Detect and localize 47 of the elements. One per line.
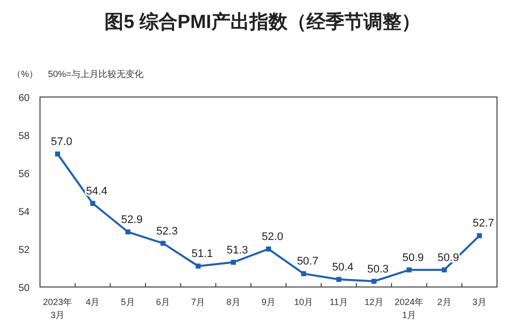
point [55,152,60,156]
point [476,233,482,238]
point [406,267,412,272]
y-tick-label: 60 [18,93,30,104]
point [90,200,96,206]
text: 51.3 [226,244,248,256]
x-tick-label: 2月 [437,297,452,307]
point [125,229,130,234]
y-axis-title: （%） [12,69,38,79]
x-tick-label: 6月 [156,297,170,307]
x-tick-label: 2024年 1月 [394,297,424,320]
x-tick-label: 2023年 3月 [43,297,72,320]
y-tick-label: 58 [18,131,30,142]
chart-title: 图5 综合PMI产出指数（经季节调整） [104,11,420,33]
x-tick-label: 11月 [330,297,348,307]
x-tick-label: 3月 [472,297,486,307]
point [196,264,201,269]
point [371,278,376,284]
text: 50.4 [332,261,354,274]
x-tick-label: 9月 [261,297,276,307]
text: 50.9 [402,252,424,264]
y-tick-label: 54 [18,207,30,218]
text: 50.3 [367,263,389,276]
text: 50%=与上月比较无变化 [48,69,144,79]
point [230,260,236,265]
x-tick-label: 10月 [294,297,314,307]
point [301,271,306,276]
y-tick-label: 56 [18,169,30,180]
point [336,276,342,282]
text: 54.4 [86,185,108,198]
text: 52.9 [121,214,143,226]
text: 51.1 [191,248,213,260]
text: 52.3 [156,225,178,238]
point [160,240,166,246]
y-tick-label: 50 [18,283,30,294]
point [266,246,271,252]
text: 52.7 [472,218,494,230]
x-tick-label: 4月 [86,297,100,307]
x-tick-label: 5月 [120,297,135,307]
x-tick-label: 8月 [226,297,240,307]
x-tick-label: 7月 [191,297,206,307]
x-tick-label: 12月 [364,297,384,307]
text: 50.7 [296,256,318,268]
point [442,267,447,272]
y-tick-label: 52 [18,245,30,256]
text: 52.0 [262,231,284,243]
text: 57.0 [50,136,72,148]
